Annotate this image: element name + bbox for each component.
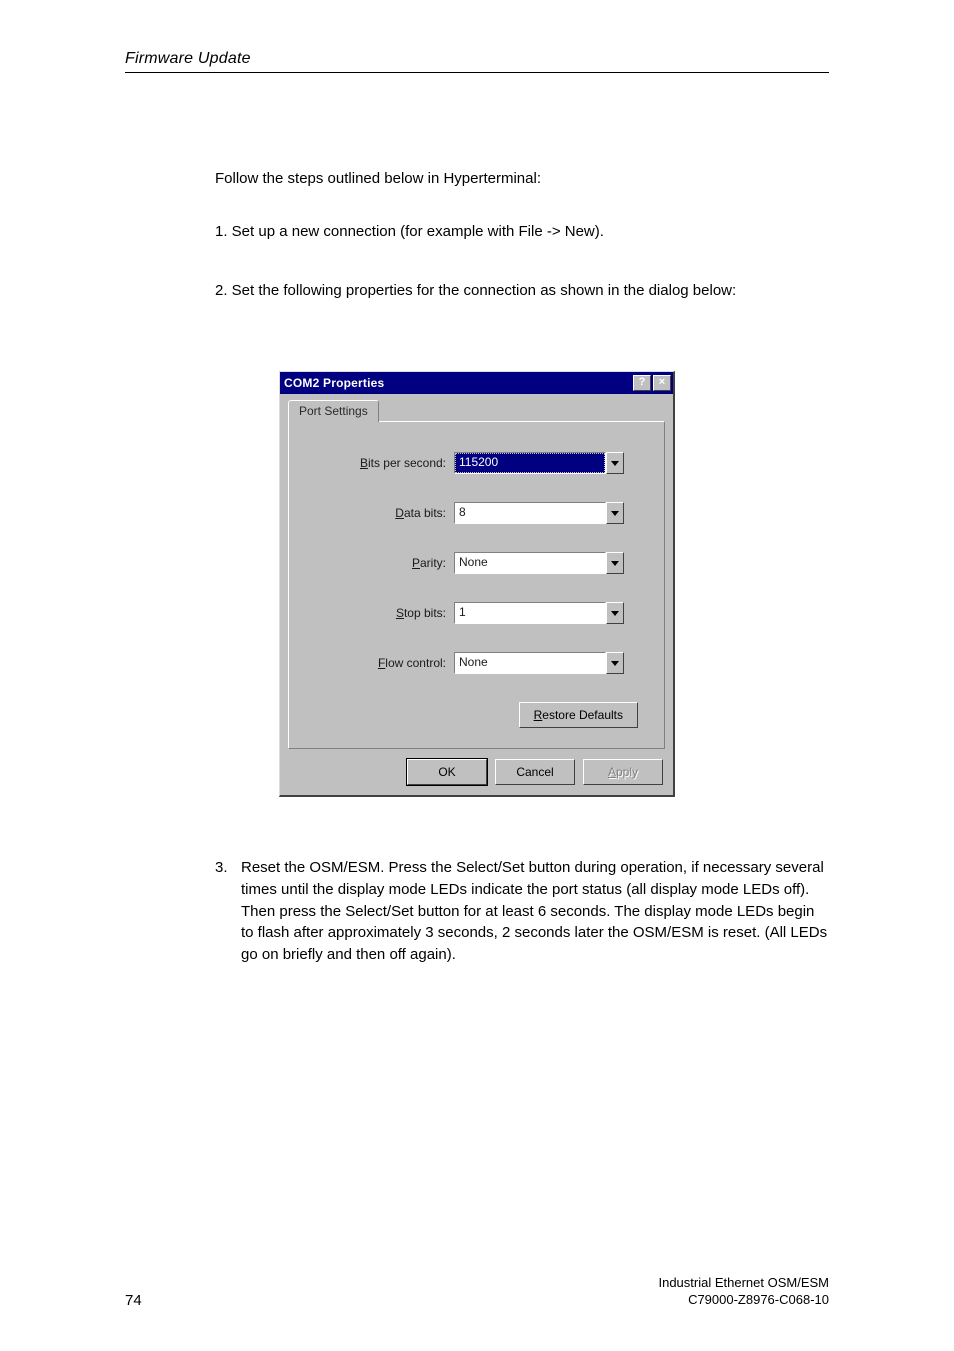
intro-text: Follow the steps outlined below in Hyper… [215, 168, 829, 189]
label-bits-per-second: Bits per second: [309, 456, 454, 470]
label-data-bits: Data bits: [309, 506, 454, 520]
dropdown-button[interactable] [606, 502, 624, 524]
chevron-down-icon [611, 611, 619, 616]
step-1: 1. Set up a new connection (for example … [215, 221, 829, 242]
dialog-titlebar[interactable]: COM2 Properties ? × [280, 372, 673, 394]
step-3-text: Reset the OSM/ESM. Press the Select/Set … [241, 857, 829, 966]
close-button[interactable]: × [653, 375, 671, 391]
help-button[interactable]: ? [633, 375, 651, 391]
tab-row: Port Settings [288, 400, 665, 422]
header-title: Firmware Update [125, 50, 251, 67]
combo-stop-bits[interactable]: 1 [454, 602, 624, 624]
combo-parity[interactable]: None [454, 552, 624, 574]
row-data-bits: Data bits: 8 [309, 502, 644, 524]
page-number: 74 [125, 1292, 142, 1309]
label-stop-bits: Stop bits: [309, 606, 454, 620]
dialog-container: COM2 Properties ? × Port Settings Bits p… [125, 371, 829, 797]
cancel-button[interactable]: Cancel [495, 759, 575, 785]
dropdown-button[interactable] [606, 552, 624, 574]
step-3-number: 3. [215, 857, 241, 966]
restore-defaults-button[interactable]: Restore Defaults [519, 702, 638, 728]
dropdown-button[interactable] [606, 602, 624, 624]
footer-line-1: Industrial Ethernet OSM/ESM [658, 1274, 829, 1292]
label-parity: Parity: [309, 556, 454, 570]
com2-properties-dialog: COM2 Properties ? × Port Settings Bits p… [279, 371, 675, 797]
dialog-button-row: OK Cancel Apply [288, 749, 665, 787]
tab-panel: Bits per second: 115200 Data bits: 8 [288, 421, 665, 749]
row-parity: Parity: None [309, 552, 644, 574]
dropdown-button[interactable] [606, 652, 624, 674]
value-bits-per-second[interactable]: 115200 [454, 452, 606, 474]
chevron-down-icon [611, 511, 619, 516]
chevron-down-icon [611, 561, 619, 566]
dialog-title: COM2 Properties [284, 376, 631, 390]
step-2: 2. Set the following properties for the … [215, 280, 829, 301]
label-flow-control: Flow control: [309, 656, 454, 670]
dialog-body: Port Settings Bits per second: 115200 Da… [280, 394, 673, 795]
dropdown-button[interactable] [606, 452, 624, 474]
header-rule: Firmware Update [125, 50, 829, 73]
row-flow-control: Flow control: None [309, 652, 644, 674]
footer-line-2: C79000-Z8976-C068-10 [658, 1291, 829, 1309]
titlebar-buttons: ? × [631, 375, 671, 391]
close-icon: × [659, 376, 665, 388]
chevron-down-icon [611, 661, 619, 666]
combo-flow-control[interactable]: None [454, 652, 624, 674]
step-3: 3. Reset the OSM/ESM. Press the Select/S… [215, 857, 829, 966]
document-page: Firmware Update Follow the steps outline… [0, 0, 954, 1351]
row-stop-bits: Stop bits: 1 [309, 602, 644, 624]
ok-button[interactable]: OK [407, 759, 487, 785]
value-parity[interactable]: None [454, 552, 606, 574]
combo-bits-per-second[interactable]: 115200 [454, 452, 624, 474]
footer-right: Industrial Ethernet OSM/ESM C79000-Z8976… [658, 1274, 829, 1309]
apply-button: Apply [583, 759, 663, 785]
value-stop-bits[interactable]: 1 [454, 602, 606, 624]
help-icon: ? [639, 376, 646, 388]
chevron-down-icon [611, 461, 619, 466]
value-flow-control[interactable]: None [454, 652, 606, 674]
row-bits-per-second: Bits per second: 115200 [309, 452, 644, 474]
value-data-bits[interactable]: 8 [454, 502, 606, 524]
page-footer: 74 Industrial Ethernet OSM/ESM C79000-Z8… [125, 1274, 829, 1309]
restore-row: Restore Defaults [309, 702, 638, 728]
combo-data-bits[interactable]: 8 [454, 502, 624, 524]
tab-port-settings[interactable]: Port Settings [288, 400, 379, 422]
